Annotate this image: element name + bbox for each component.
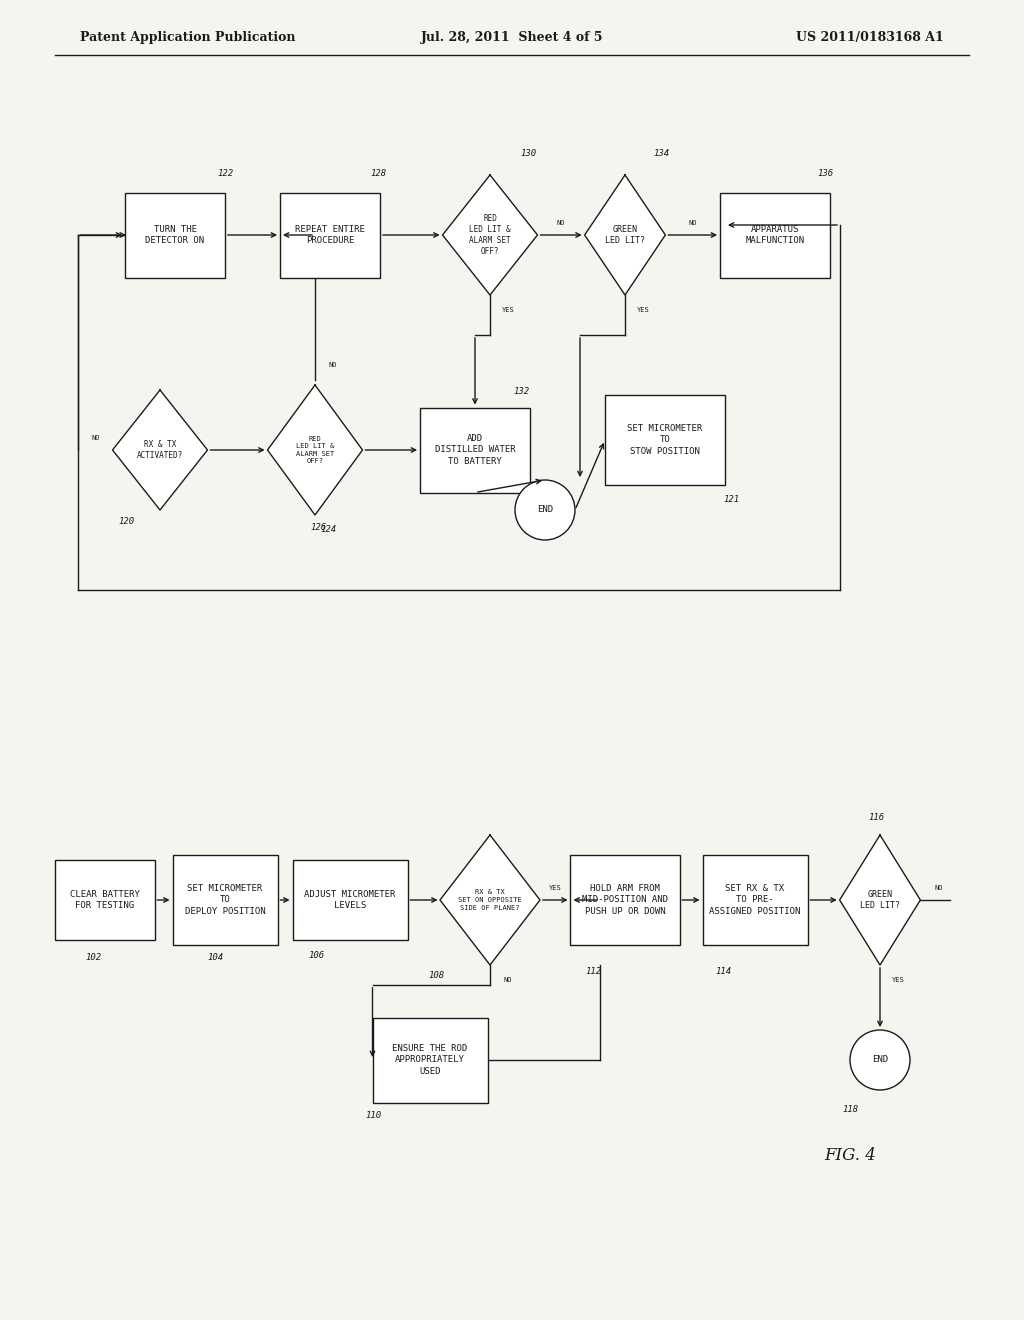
Text: 120: 120	[118, 517, 134, 527]
Bar	[172, 855, 278, 945]
Text: YES: YES	[502, 308, 514, 313]
Text: NO: NO	[329, 362, 337, 368]
Text: 126: 126	[310, 524, 326, 532]
Text: HOLD ARM FROM
MID-POSITION AND
PUSH UP OR DOWN: HOLD ARM FROM MID-POSITION AND PUSH UP O…	[582, 884, 668, 916]
Text: YES: YES	[549, 884, 561, 891]
Text: NO: NO	[91, 436, 99, 441]
Bar	[125, 193, 225, 277]
Text: ENSURE THE ROD
APPROPRIATELY
USED: ENSURE THE ROD APPROPRIATELY USED	[392, 1044, 468, 1076]
Text: 106: 106	[308, 950, 325, 960]
Text: ADJUST MICROMETER
LEVELS: ADJUST MICROMETER LEVELS	[304, 890, 395, 909]
Text: 116: 116	[868, 813, 884, 822]
Text: 110: 110	[365, 1110, 381, 1119]
Text: NO: NO	[934, 884, 943, 891]
Text: RED
LED LIT &
ALARM SET
OFF?: RED LED LIT & ALARM SET OFF?	[296, 436, 334, 465]
Text: RX & TX
SET ON OPPOSITE
SIDE OF PLANE?: RX & TX SET ON OPPOSITE SIDE OF PLANE?	[458, 890, 522, 911]
Text: ADD
DISTILLED WATER
TO BATTERY: ADD DISTILLED WATER TO BATTERY	[434, 434, 515, 466]
Text: RX & TX
ACTIVATED?: RX & TX ACTIVATED?	[137, 440, 183, 461]
Text: 122: 122	[217, 169, 233, 177]
Bar	[373, 1018, 487, 1102]
Text: YES: YES	[892, 977, 904, 983]
Polygon shape	[440, 836, 540, 965]
Text: RED
LED LIT &
ALARM SET
OFF?: RED LED LIT & ALARM SET OFF?	[469, 214, 511, 256]
Text: 136: 136	[817, 169, 834, 177]
Polygon shape	[267, 385, 362, 515]
Text: US 2011/0183168 A1: US 2011/0183168 A1	[797, 32, 944, 45]
Text: 118: 118	[842, 1106, 858, 1114]
Text: 112: 112	[585, 968, 601, 977]
Bar	[420, 408, 530, 492]
Text: END: END	[537, 506, 553, 515]
Text: 128: 128	[370, 169, 386, 177]
Text: CLEAR BATTERY
FOR TESTING: CLEAR BATTERY FOR TESTING	[70, 890, 140, 909]
Bar	[570, 855, 680, 945]
Text: 130: 130	[520, 149, 537, 157]
Text: END: END	[872, 1056, 888, 1064]
Text: FIG. 4: FIG. 4	[824, 1147, 876, 1163]
Text: 134: 134	[653, 149, 669, 157]
Bar	[55, 861, 155, 940]
Text: NO: NO	[557, 220, 565, 226]
Text: GREEN
LED LIT?: GREEN LED LIT?	[860, 890, 900, 909]
Text: YES: YES	[637, 308, 649, 313]
Circle shape	[850, 1030, 910, 1090]
Text: APPARATUS
MALFUNCTION: APPARATUS MALFUNCTION	[745, 224, 805, 246]
Text: NO: NO	[504, 977, 512, 983]
Text: TURN THE
DETECTOR ON: TURN THE DETECTOR ON	[145, 224, 205, 246]
Polygon shape	[840, 836, 921, 965]
Text: Jul. 28, 2011  Sheet 4 of 5: Jul. 28, 2011 Sheet 4 of 5	[421, 32, 603, 45]
Text: REPEAT ENTIRE
PROCEDURE: REPEAT ENTIRE PROCEDURE	[295, 224, 365, 246]
Polygon shape	[585, 176, 666, 294]
Text: 121: 121	[723, 495, 739, 504]
Text: GREEN
LED LIT?: GREEN LED LIT?	[605, 224, 645, 246]
Text: SET MICROMETER
TO
STOW POSITION: SET MICROMETER TO STOW POSITION	[628, 425, 702, 455]
Bar	[702, 855, 808, 945]
Text: 132: 132	[513, 388, 529, 396]
Text: 114: 114	[715, 968, 731, 977]
Text: 124: 124	[319, 525, 336, 535]
Text: 104: 104	[207, 953, 223, 962]
Circle shape	[515, 480, 575, 540]
Bar	[720, 193, 830, 277]
Polygon shape	[113, 389, 208, 510]
Bar	[293, 861, 408, 940]
Bar	[605, 395, 725, 484]
Bar	[280, 193, 380, 277]
Text: 102: 102	[85, 953, 101, 962]
Text: Patent Application Publication: Patent Application Publication	[80, 32, 296, 45]
Polygon shape	[442, 176, 538, 294]
Text: SET RX & TX
TO PRE-
ASSIGNED POSITION: SET RX & TX TO PRE- ASSIGNED POSITION	[710, 884, 801, 916]
Text: SET MICROMETER
TO
DEPLOY POSITION: SET MICROMETER TO DEPLOY POSITION	[184, 884, 265, 916]
Text: NO: NO	[688, 220, 697, 226]
Text: 108: 108	[428, 970, 444, 979]
